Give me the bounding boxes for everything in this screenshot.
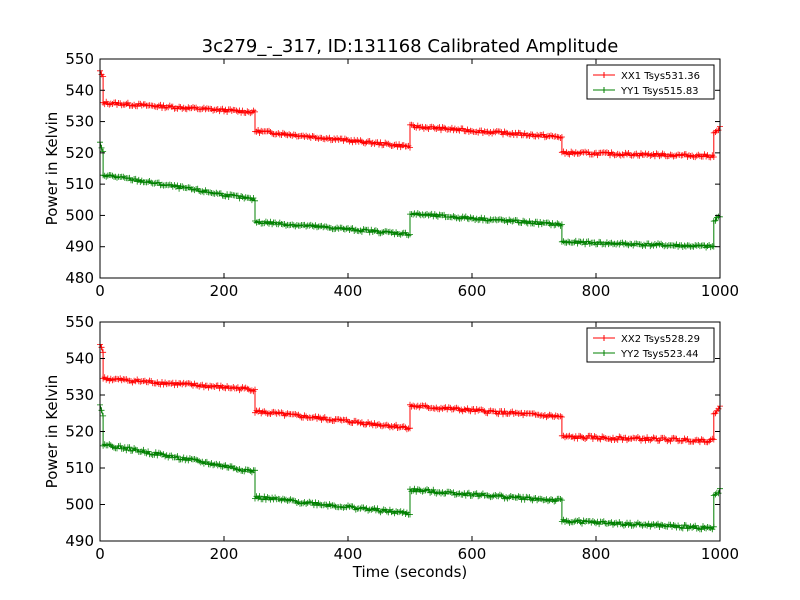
series-2-line: [97, 139, 723, 251]
x-tick-label: 0: [95, 282, 105, 300]
y-tick-label: 490: [65, 532, 94, 550]
y-axis-label: Power in Kelvin: [43, 112, 61, 226]
legend-label-2: YY2 Tsys523.44: [620, 349, 699, 360]
x-tick-label: 600: [458, 282, 487, 300]
x-tick-label: 200: [210, 545, 239, 563]
x-tick-label: 1000: [701, 282, 739, 300]
y-tick-label: 510: [65, 459, 94, 477]
bottom-panel: 0 200 400 600 800 1000 490 500 510 520 530 540 550 Po…: [43, 313, 739, 581]
legend-marker-1: [601, 72, 607, 78]
x-tick-label: 800: [582, 282, 611, 300]
y-tick-label: 500: [65, 496, 94, 514]
y-tick-label: 540: [65, 350, 94, 368]
x-tick-label: 800: [582, 545, 611, 563]
y-tick-label: 550: [65, 313, 94, 331]
legend-marker-2: [601, 350, 607, 356]
legend-box: [586, 327, 715, 363]
y-tick-label: 530: [65, 386, 94, 404]
legend-box: [586, 64, 715, 100]
legend-label-1: XX2 Tsys528.29: [621, 334, 700, 345]
x-tick-label: 1000: [701, 545, 739, 563]
series-2-line: [97, 401, 723, 533]
y-axis-label: Power in Kelvin: [43, 375, 61, 489]
y-tick-label: 480: [65, 269, 94, 287]
y-tick-label: 510: [65, 175, 94, 193]
plot-frame: [99, 58, 721, 279]
y-tick-label: 490: [65, 238, 94, 256]
legend-marker-2: [601, 87, 607, 93]
legend-label-2: YY1 Tsys515.83: [620, 86, 699, 97]
x-tick-label: 400: [334, 545, 363, 563]
x-tick-label: 0: [95, 545, 105, 563]
legend: XX2 Tsys528.29 YY2 Tsys523.44: [586, 327, 715, 363]
y-tick-label: 520: [65, 144, 94, 162]
y-tick-label: 500: [65, 206, 94, 224]
x-tick-label: 200: [210, 282, 239, 300]
y-tick-label: 520: [65, 423, 94, 441]
top-panel: 0 200 400 600 800 1000 480 490 500 510 520 530 540 55…: [43, 50, 739, 300]
legend-label-1: XX1 Tsys531.36: [621, 71, 700, 82]
x-tick-label: 600: [458, 545, 487, 563]
legend-marker-1: [601, 335, 607, 341]
series-1-line: [97, 341, 723, 446]
y-tick-label: 540: [65, 81, 94, 99]
chart-title: 3c279_-_317, ID:131168 Calibrated Amplit…: [202, 36, 619, 57]
legend: XX1 Tsys531.36 YY1 Tsys515.83: [586, 64, 715, 100]
x-axis-label: Time (seconds): [352, 563, 468, 581]
y-tick-label: 550: [65, 50, 94, 68]
y-tick-label: 530: [65, 113, 94, 131]
x-tick-label: 400: [334, 282, 363, 300]
